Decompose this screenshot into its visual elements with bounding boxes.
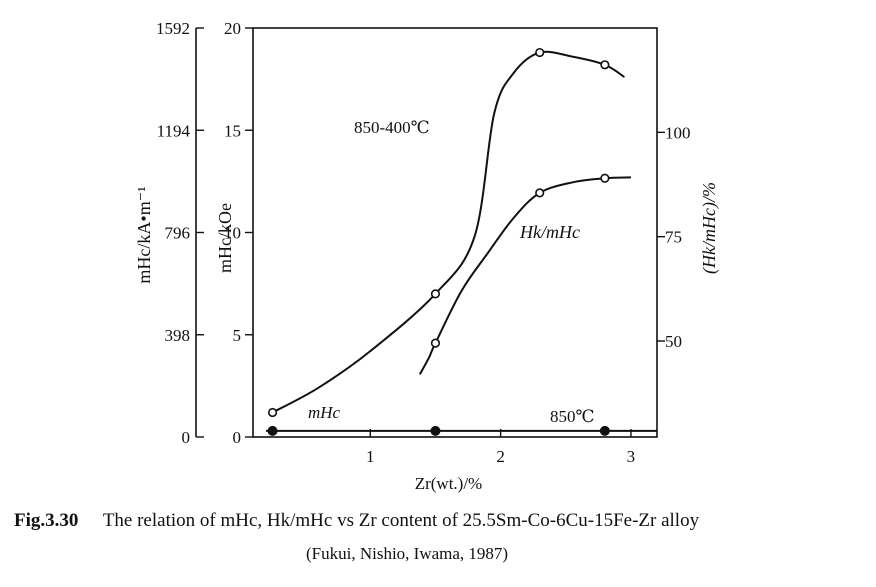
annotation-hk-mhc: Hk/mHc xyxy=(519,222,580,242)
series-point-0 xyxy=(600,60,610,70)
y-left-tick-label: 5 xyxy=(233,326,242,345)
y-left-tick-label: 15 xyxy=(224,121,241,140)
y-left-axis-label: mHc/kOe xyxy=(215,203,235,273)
x-tick-label: 2 xyxy=(496,447,505,466)
y-outer-axis-label: mHc/kA•m⁻¹ xyxy=(134,186,154,283)
y-left-tick-label: 10 xyxy=(224,224,241,243)
y-outer-tick-label: 398 xyxy=(165,326,191,345)
series-point-1 xyxy=(600,173,610,183)
series-point-0 xyxy=(535,47,545,58)
series-point-1 xyxy=(430,338,441,348)
series-point-1 xyxy=(535,188,545,198)
label-layer: 850-400℃ Hk/mHc mHc 850℃ Zr(wt.)/% mHc/kOe mHc… xyxy=(134,118,720,493)
y-outer-tick-label: 796 xyxy=(165,224,191,243)
figure-source: (Fukui, Nishio, Iwama, 1987) xyxy=(306,544,509,563)
tick-layer: 0 0 5 398 10 796 15 1194 20 1592 50 75 100 1 2 3 xyxy=(156,19,691,466)
series-line-0 xyxy=(272,50,625,414)
y-right-tick-label: 75 xyxy=(665,228,682,247)
plot-frame xyxy=(252,27,658,438)
annotation-850-400: 850-400℃ xyxy=(354,118,430,137)
y-left-tick-label: 20 xyxy=(224,19,241,38)
series-point-0 xyxy=(430,289,441,299)
y-outer-tick-label: 1592 xyxy=(156,19,190,38)
x-axis-label: Zr(wt.)/% xyxy=(415,474,483,493)
figure-number: Fig.3.30 xyxy=(14,510,79,531)
series-point-2 xyxy=(430,425,441,436)
y-right-tick-label: 100 xyxy=(665,123,691,142)
figure-caption-text: The relation of mHc, Hk/mHc vs Zr conten… xyxy=(102,510,700,531)
series-layer xyxy=(266,47,657,436)
series-point-2 xyxy=(599,425,610,436)
figure-caption: Fig.3.30 The relation of mHc, Hk/mHc vs … xyxy=(14,510,876,532)
axes xyxy=(195,27,658,438)
series-line-1 xyxy=(418,176,631,375)
chart: 0 0 5 398 10 796 15 1194 20 1592 50 75 100 1 2 3 850-40… xyxy=(134,19,720,493)
y-outer-tick-label: 1194 xyxy=(157,121,191,140)
annotation-mhc: mHc xyxy=(308,403,341,422)
series-point-2 xyxy=(267,425,278,436)
y-outer-tick-label: 0 xyxy=(182,428,191,447)
y-left-tick-label: 0 xyxy=(233,428,242,447)
x-tick-label: 1 xyxy=(366,447,375,466)
x-tick-label: 3 xyxy=(627,447,636,466)
series-point-0 xyxy=(267,407,278,418)
y-right-tick-label: 50 xyxy=(665,332,682,351)
annotation-850: 850℃ xyxy=(550,407,595,426)
y-right-axis-label: (Hk/mHc)/% xyxy=(699,182,720,274)
